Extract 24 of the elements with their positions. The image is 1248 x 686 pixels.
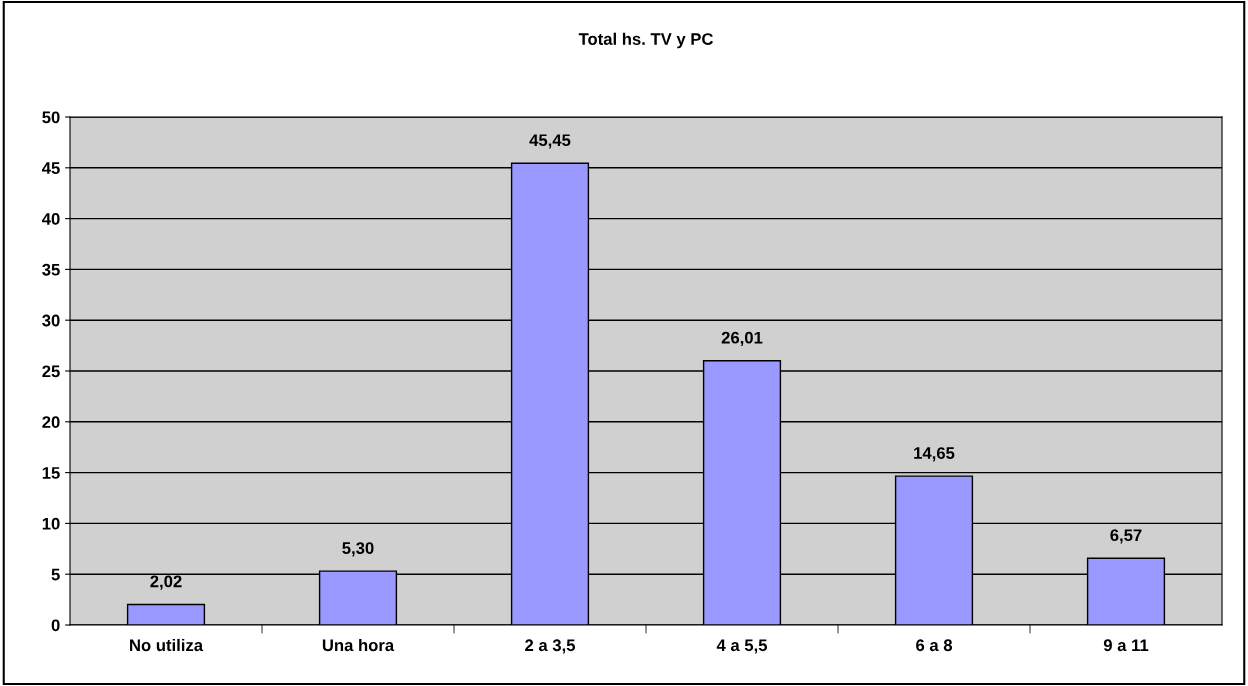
y-tick-label: 45 bbox=[41, 162, 60, 174]
y-tick-label: 35 bbox=[42, 263, 60, 276]
data-label: 5,30 bbox=[342, 542, 374, 557]
y-tick-label: 40 bbox=[41, 213, 60, 225]
data-label: 45,45 bbox=[529, 134, 571, 149]
data-label: 2,02 bbox=[150, 575, 182, 590]
y-tick-label: 15 bbox=[42, 467, 60, 479]
x-tick-label: 2 a 3,5 bbox=[525, 639, 576, 654]
data-label: 6,57 bbox=[1110, 529, 1142, 544]
y-tick-label: 10 bbox=[42, 517, 60, 530]
data-label: 26,01 bbox=[721, 331, 763, 346]
data-label: 14,65 bbox=[914, 447, 955, 462]
x-tick-label: Una hora bbox=[322, 638, 395, 652]
x-tick-label: 9 a 11 bbox=[1103, 639, 1149, 652]
y-tick-label: 20 bbox=[42, 416, 60, 428]
y-tick-label: 30 bbox=[42, 314, 60, 327]
y-tick-label: 5 bbox=[51, 568, 60, 581]
chart-title: Total hs. TV y PC bbox=[578, 32, 713, 49]
y-tick-label: 25 bbox=[42, 365, 60, 378]
y-tick-label: 50 bbox=[42, 111, 60, 124]
x-tick-label: 6 a 8 bbox=[916, 639, 953, 652]
x-tick-label: 4 a 5,5 bbox=[716, 639, 768, 654]
x-tick-label: No utiliza bbox=[130, 638, 204, 652]
y-tick-label: 0 bbox=[51, 619, 60, 632]
